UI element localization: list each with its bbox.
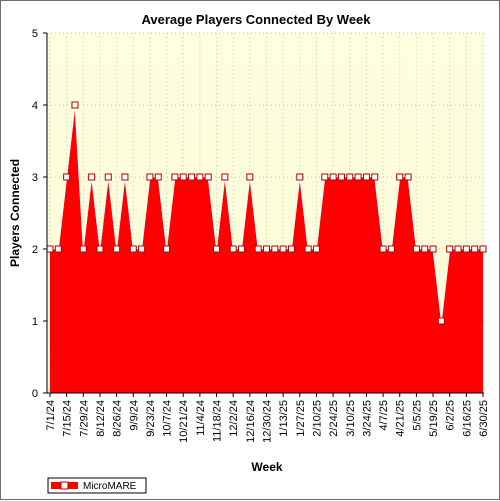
y-axis-ticks: 0 1 2 3 4 5	[32, 28, 47, 400]
data-point-marker	[321, 173, 329, 181]
data-point-marker	[387, 245, 395, 253]
data-point-marker	[296, 173, 304, 181]
data-point-marker	[138, 245, 146, 253]
x-tick-label: 1/27/25	[295, 400, 307, 437]
series-markers	[46, 101, 487, 325]
data-point-marker	[354, 173, 362, 181]
data-point-marker	[246, 173, 254, 181]
legend-label: MicroMARE	[83, 481, 137, 492]
data-point-marker	[329, 173, 337, 181]
x-tick-label: 12/16/24	[245, 400, 257, 443]
data-point-marker	[113, 245, 121, 253]
data-point-marker	[471, 245, 479, 253]
x-tick-label: 8/26/24	[112, 400, 124, 437]
data-point-marker	[46, 245, 54, 253]
x-tick-label: 4/21/25	[395, 400, 407, 437]
x-tick-label: 10/7/24	[162, 400, 174, 437]
y-axis-label: Players Connected	[8, 159, 22, 267]
x-tick-label: 6/16/25	[461, 400, 473, 437]
data-point-marker	[479, 245, 487, 253]
x-tick-label: 6/2/25	[445, 400, 457, 431]
x-tick-label: 1/13/25	[278, 400, 290, 437]
legend: MicroMARE	[47, 477, 147, 494]
y-tick-label: 4	[32, 100, 38, 112]
data-point-marker	[221, 173, 229, 181]
data-point-marker	[129, 245, 137, 253]
data-point-marker	[362, 173, 370, 181]
data-point-marker	[196, 173, 204, 181]
data-point-marker	[188, 173, 196, 181]
data-point-marker	[71, 101, 79, 109]
x-tick-label: 12/30/24	[262, 400, 274, 443]
data-point-marker	[63, 173, 71, 181]
data-point-marker	[287, 245, 295, 253]
data-point-marker	[404, 173, 412, 181]
y-tick-label: 2	[32, 244, 38, 256]
data-point-marker	[379, 245, 387, 253]
data-point-marker	[446, 245, 454, 253]
x-tick-label: 9/9/24	[128, 400, 140, 431]
data-point-marker	[263, 245, 270, 253]
y-tick-label: 5	[32, 28, 38, 40]
data-point-marker	[271, 245, 279, 253]
y-tick-label: 1	[32, 316, 38, 328]
x-axis-label: Week	[251, 460, 282, 474]
data-point-marker	[146, 173, 154, 181]
data-point-marker	[96, 245, 104, 253]
y-tick-label: 3	[32, 172, 38, 184]
data-point-marker	[121, 173, 129, 181]
x-tick-label: 4/7/25	[378, 400, 390, 431]
data-point-marker	[312, 245, 320, 253]
data-point-marker	[79, 245, 87, 253]
data-point-marker	[104, 173, 112, 181]
y-tick-label: 0	[32, 388, 38, 400]
data-point-marker	[279, 245, 287, 253]
x-tick-label: 5/5/25	[411, 400, 423, 431]
data-point-marker	[462, 245, 470, 253]
data-point-marker	[304, 245, 312, 253]
data-point-marker	[204, 173, 212, 181]
data-point-marker	[421, 245, 429, 253]
x-tick-label: 3/10/25	[345, 400, 357, 437]
chart-title: Average Players Connected By Week	[141, 12, 371, 27]
data-point-marker	[229, 245, 237, 253]
data-point-marker	[254, 245, 262, 253]
x-tick-label: 9/23/24	[145, 400, 157, 437]
data-point-marker	[429, 245, 437, 253]
x-tick-label: 8/12/24	[95, 400, 107, 437]
x-tick-label: 11/18/24	[212, 400, 224, 442]
x-tick-label: 7/29/24	[78, 400, 90, 437]
x-tick-label: 2/10/25	[311, 400, 323, 437]
data-point-marker	[346, 173, 354, 181]
data-point-marker	[88, 173, 96, 181]
legend-box	[47, 477, 147, 494]
data-point-marker	[437, 317, 445, 325]
x-tick-label: 6/30/25	[478, 400, 490, 437]
x-axis-ticks: 7/1/24 7/15/24 7/29/24 8/12/24 8/26/24 9/9/24…	[45, 393, 490, 443]
data-point-marker	[396, 173, 404, 181]
data-point-marker	[154, 173, 162, 181]
data-point-marker	[163, 245, 171, 253]
data-point-marker	[54, 245, 62, 253]
data-point-marker	[213, 245, 221, 253]
x-tick-label: 7/1/24	[45, 400, 57, 431]
x-tick-label: 7/15/24	[62, 400, 74, 437]
data-point-marker	[238, 245, 246, 253]
data-point-marker	[454, 245, 462, 253]
x-tick-label: 10/21/24	[178, 400, 190, 443]
x-tick-label: 2/24/25	[328, 400, 340, 437]
x-tick-label: 3/24/25	[361, 400, 373, 437]
data-point-marker	[412, 245, 420, 253]
x-tick-label: 12/2/24	[228, 400, 240, 437]
data-point-marker	[171, 173, 179, 181]
legend-marker	[60, 481, 69, 490]
x-tick-label: 11/4/24	[195, 400, 207, 436]
data-point-marker	[179, 173, 187, 181]
data-point-marker	[371, 173, 379, 181]
x-tick-label: 5/19/25	[428, 400, 440, 437]
data-point-marker	[337, 173, 345, 181]
